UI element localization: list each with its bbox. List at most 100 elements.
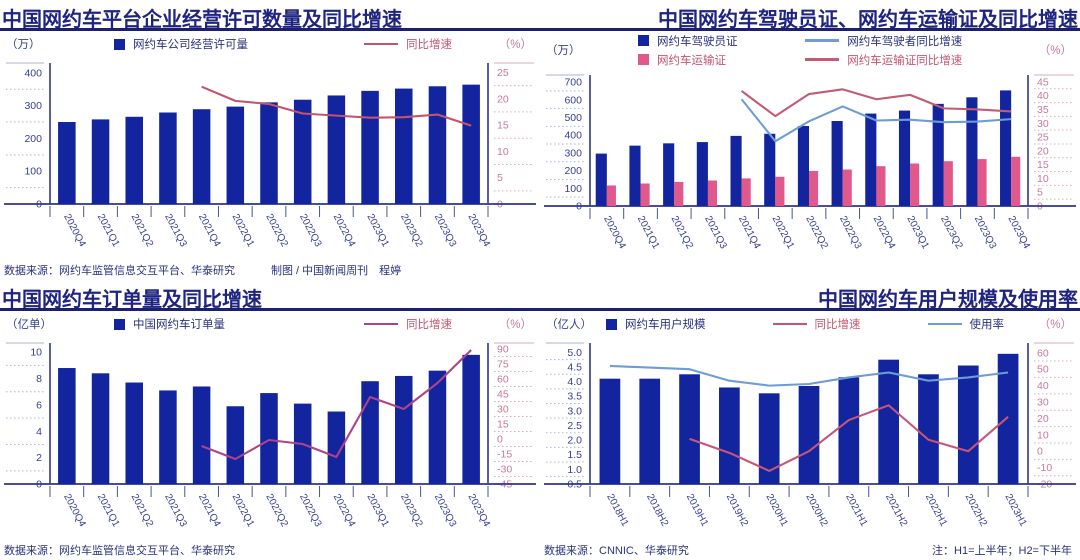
svg-text:40: 40 [1037, 380, 1049, 392]
svg-text:2021Q4: 2021Q4 [196, 492, 223, 529]
svg-text:35: 35 [1037, 104, 1049, 116]
legend-label: 网约车驾驶者同比增速 [847, 35, 963, 48]
svg-text:2018H1: 2018H1 [604, 492, 630, 528]
svg-text:300: 300 [564, 147, 582, 159]
svg-text:-15: -15 [497, 449, 512, 461]
svg-text:2.0: 2.0 [567, 435, 582, 447]
svg-text:2021Q2: 2021Q2 [129, 492, 156, 529]
svg-text:2022H1: 2022H1 [923, 492, 949, 528]
legend-label: 中国网约车订单量 [133, 319, 225, 331]
svg-text:100: 100 [24, 166, 42, 178]
legend-row: （亿单） 中国网约车订单量 同比增速 （%） [0, 311, 540, 337]
svg-text:2021Q1: 2021Q1 [95, 212, 122, 249]
legend-item: 网约车运输证 [638, 52, 805, 68]
right-axis-unit: （%） [1038, 319, 1072, 331]
svg-text:-10: -10 [1037, 462, 1052, 474]
svg-text:2020Q4: 2020Q4 [61, 492, 88, 529]
svg-text:2023Q1: 2023Q1 [364, 212, 391, 249]
svg-text:10: 10 [1037, 173, 1049, 185]
svg-text:8: 8 [36, 373, 42, 385]
svg-text:5: 5 [1037, 187, 1043, 199]
panel-platform-licenses: 中国网约车平台企业经营许可数量及同比增速 （万） 网约车公司经营许可量 同比增速 … [0, 0, 540, 280]
legend-item: 网约车驾驶员证 [638, 33, 805, 49]
svg-text:2020H2: 2020H2 [803, 492, 829, 528]
title-divider [0, 28, 540, 31]
svg-text:20: 20 [1037, 145, 1049, 157]
left-axis-unit: （亿人） [546, 319, 592, 331]
legend-item: 同比增速 [364, 316, 452, 332]
svg-text:2021Q4: 2021Q4 [196, 212, 223, 249]
svg-text:3.0: 3.0 [567, 405, 582, 417]
svg-text:4.5: 4.5 [567, 361, 582, 373]
legend-label: 网约车用户规模 [625, 319, 706, 331]
line-swatch-icon [772, 322, 807, 326]
svg-text:100: 100 [564, 183, 582, 195]
svg-text:2023Q3: 2023Q3 [432, 492, 459, 529]
line-swatch-icon [364, 322, 398, 326]
svg-text:20: 20 [497, 93, 509, 105]
legend-label: 同比增速 [814, 319, 861, 331]
legend: 网约车驾驶员证 网约车驾驶者同比增速 网约车运输证 网约车运输证同比增速 [596, 33, 1018, 68]
legend-row: （万） 网约车公司经营许可量 同比增速 （%） [0, 31, 540, 57]
left-axis-unit: （万） [6, 39, 41, 51]
source-text: 数据来源：网约车监管信息交互平台、华泰研究 [4, 265, 235, 277]
legend-item: 中国网约车订单量 [114, 316, 225, 332]
title-divider [0, 308, 540, 311]
panel-certificates: 中国网约车驾驶员证、网约车运输证及同比增速 （万） 网约车驾驶员证 网约车驾驶者同… [540, 0, 1080, 280]
line-swatch-icon [364, 42, 398, 46]
svg-text:90: 90 [497, 344, 509, 356]
legend-label: 网约车驾驶员证 [657, 35, 738, 48]
svg-text:2022Q3: 2022Q3 [297, 212, 324, 249]
svg-text:2021Q4: 2021Q4 [736, 214, 763, 251]
title-divider [540, 308, 1080, 311]
svg-text:15: 15 [1037, 159, 1049, 171]
chart-plot: 010020030040005101520252020Q42021Q12021Q… [4, 62, 536, 249]
bar-swatch-icon [638, 54, 649, 65]
bar-swatch-icon [638, 35, 649, 46]
svg-text:2020Q4: 2020Q4 [601, 214, 628, 251]
svg-text:2022Q4: 2022Q4 [331, 212, 358, 249]
svg-text:2023Q4: 2023Q4 [466, 492, 493, 529]
svg-text:2022H2: 2022H2 [963, 492, 989, 528]
svg-text:2022Q1: 2022Q1 [230, 212, 257, 249]
left-axis-unit: （万） [546, 45, 581, 57]
right-axis-unit: （%） [498, 319, 532, 331]
bar-swatch-icon [114, 38, 125, 50]
svg-text:2022Q1: 2022Q1 [770, 214, 797, 251]
svg-text:2018H2: 2018H2 [644, 492, 670, 528]
legend-label: 网约车公司经营许可量 [133, 39, 248, 51]
svg-text:2019H2: 2019H2 [724, 492, 750, 528]
svg-text:400: 400 [24, 67, 42, 79]
svg-text:2021Q1: 2021Q1 [635, 214, 662, 251]
svg-text:2021Q2: 2021Q2 [129, 212, 156, 249]
legend: 网约车公司经营许可量 同比增速 [56, 36, 478, 52]
svg-text:500: 500 [564, 112, 582, 124]
note-text: 注：H1=上半年；H2=下半年 [932, 545, 1072, 557]
svg-text:2: 2 [36, 452, 42, 464]
svg-text:60: 60 [1037, 347, 1049, 359]
svg-text:50: 50 [1037, 364, 1049, 376]
svg-text:2022Q4: 2022Q4 [331, 492, 358, 529]
svg-text:2023Q2: 2023Q2 [938, 214, 965, 251]
legend-row: （亿人） 网约车用户规模 同比增速 使用率 （%） [540, 311, 1080, 337]
svg-text:2022Q4: 2022Q4 [871, 214, 898, 251]
svg-text:30: 30 [1037, 118, 1049, 130]
line-swatch-icon [805, 39, 840, 42]
svg-text:2023Q4: 2023Q4 [1006, 214, 1033, 251]
svg-text:2020H1: 2020H1 [764, 492, 790, 528]
source-row [540, 264, 1080, 280]
panel-users: 中国网约车用户规模及使用率 （亿人） 网约车用户规模 同比增速 使用率 （%） 0.… [540, 280, 1080, 560]
chart-plot: 0100200300400500600700051015202530354045… [544, 74, 1076, 251]
svg-text:2021H2: 2021H2 [883, 492, 909, 528]
chart-title: 中国网约车驾驶员证、网约车运输证及同比增速 [658, 9, 1078, 31]
right-axis-unit: （%） [1038, 45, 1072, 57]
svg-text:60: 60 [497, 374, 509, 386]
legend-item: 网约车驾驶者同比增速 [805, 33, 1018, 49]
legend-item: 同比增速 [772, 316, 861, 332]
svg-text:45: 45 [1037, 76, 1049, 88]
svg-text:2023Q2: 2023Q2 [398, 212, 425, 249]
svg-text:1.5: 1.5 [567, 449, 582, 461]
svg-text:300: 300 [24, 100, 42, 112]
svg-text:2022Q3: 2022Q3 [837, 214, 864, 251]
